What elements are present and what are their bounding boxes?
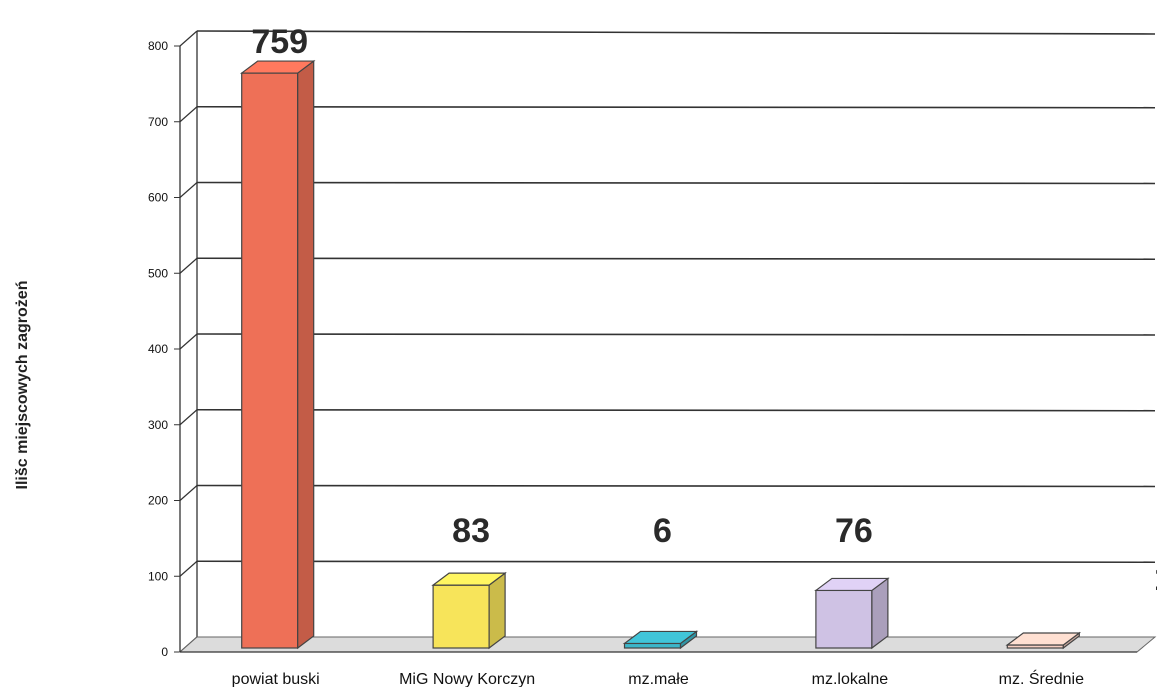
- ytick-label-800: 800: [148, 39, 168, 53]
- gridline-500: [196, 257, 1156, 261]
- gridline-600: [196, 181, 1156, 185]
- data-label-5: 1: [1154, 560, 1157, 598]
- gridline-100: [196, 560, 1156, 564]
- bar-front-1: [241, 72, 299, 649]
- bar-4: [814, 577, 890, 650]
- gridline-depth-400: [179, 333, 198, 350]
- data-label-2: 83: [452, 512, 490, 550]
- bar-3: [622, 630, 699, 650]
- data-label-3: 6: [653, 512, 672, 550]
- xtick-label-5: mz. Średnie: [999, 669, 1084, 687]
- bar-top-4: [814, 577, 890, 592]
- bar-2: [431, 571, 507, 650]
- bar-top-1: [239, 60, 316, 74]
- bar-side-2: [488, 571, 506, 650]
- ytick-label-400: 400: [148, 342, 168, 356]
- gridline-400: [196, 333, 1156, 336]
- gridline-200: [196, 484, 1156, 488]
- data-label-1: 759: [251, 23, 308, 61]
- ytick-label-200: 200: [148, 494, 168, 508]
- gridline-depth-500: [179, 257, 198, 274]
- labels: powiat buski 759 MiG Nowy Korczyn 83 mz.małe…: [232, 23, 1157, 688]
- ytick-label-300: 300: [148, 418, 168, 432]
- gridline-depth-700: [179, 106, 198, 123]
- gridline-depth-200: [179, 485, 198, 501]
- ytick-label-600: 600: [148, 191, 168, 205]
- y-axis-label: Ilišc miejscowych zagrożeń: [14, 281, 31, 490]
- bar-front-3: [623, 642, 682, 649]
- bar-top-5: [1005, 632, 1082, 646]
- bar-top-2: [431, 572, 507, 586]
- gridline-300: [196, 408, 1156, 412]
- ytick-label-0: 0: [161, 645, 168, 659]
- data-label-4: 76: [835, 512, 873, 550]
- bar-top-3: [622, 630, 699, 645]
- bar-front-2: [432, 584, 490, 649]
- xtick-label-2: MiG Nowy Korczyn: [399, 671, 535, 687]
- bar-side-1: [297, 59, 315, 650]
- gridline-depth-300: [179, 409, 198, 426]
- bar-1: [239, 59, 316, 650]
- gridline-700: [196, 105, 1156, 109]
- ytick-label-500: 500: [148, 266, 168, 280]
- bar-5: [1005, 631, 1082, 650]
- gridlines: [179, 30, 1156, 653]
- ytick-label-100: 100: [148, 569, 168, 583]
- xtick-label-1: powiat buski: [232, 671, 320, 687]
- gridline-depth-600: [179, 182, 198, 198]
- gridline-800: [196, 30, 1156, 35]
- bar-front-4: [815, 589, 873, 649]
- xtick-label-4: mz.lokalne: [812, 671, 889, 687]
- gridline-depth-800: [179, 30, 198, 47]
- xtick-label-3: mz.małe: [628, 671, 689, 687]
- gridline-depth-100: [179, 560, 198, 577]
- ytick-label-700: 700: [148, 115, 168, 129]
- bars: [239, 59, 1082, 650]
